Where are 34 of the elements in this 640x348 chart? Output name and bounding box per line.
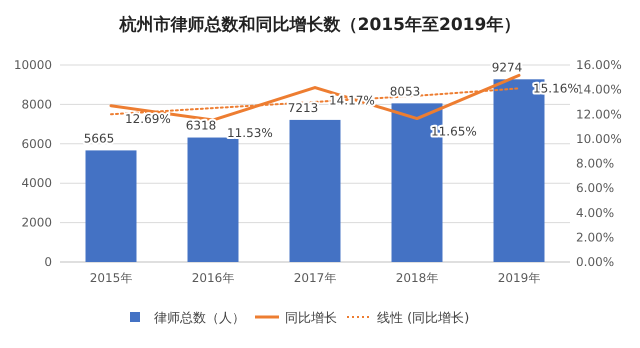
- y2-tick-label: 4.00%: [576, 206, 614, 220]
- y-tick-label: 2000: [21, 216, 52, 230]
- y2-tick-label: 10.00%: [576, 132, 622, 146]
- y2-tick-label: 16.00%: [576, 58, 622, 72]
- y-tick-label: 6000: [21, 136, 52, 151]
- y2-tick-label: 14.00%: [576, 82, 622, 97]
- legend-label: 线性 (同比增长): [377, 311, 470, 326]
- x-tick-label: 2018年: [396, 271, 438, 285]
- y2-tick-label: 6.00%: [576, 181, 614, 196]
- data-label: 6318: [186, 118, 216, 133]
- y-tick-label: 0: [44, 255, 52, 269]
- y2-tick-label: 0.00%: [576, 255, 614, 269]
- bar: [86, 150, 136, 262]
- y2-tick-label: 2.00%: [576, 230, 614, 244]
- chart-title: 杭州市律师总数和同比增长数（2015年至2019年）: [118, 15, 520, 35]
- data-label: 9274: [492, 60, 522, 74]
- x-tick-label: 2016年: [192, 271, 234, 285]
- data-label: 8053: [390, 84, 420, 98]
- x-tick-label: 2015年: [90, 271, 132, 285]
- y-tick-label: 10000: [14, 58, 52, 72]
- data-label: 11.53%: [227, 126, 273, 140]
- y2-tick-label: 12.00%: [576, 107, 622, 122]
- y-tick-label: 8000: [21, 97, 52, 112]
- bar: [290, 120, 340, 262]
- x-tick-label: 2017年: [294, 271, 336, 285]
- bar: [188, 138, 238, 262]
- data-label: 12.69%: [125, 112, 171, 126]
- data-label: 5665: [84, 131, 114, 146]
- data-label: 7213: [288, 100, 318, 115]
- x-tick-label: 2019年: [498, 271, 540, 285]
- legend-label: 同比增长: [285, 311, 337, 326]
- y-tick-label: 4000: [21, 176, 52, 190]
- y2-tick-label: 8.00%: [576, 156, 614, 170]
- legend-label: 律师总数（人）: [154, 311, 245, 326]
